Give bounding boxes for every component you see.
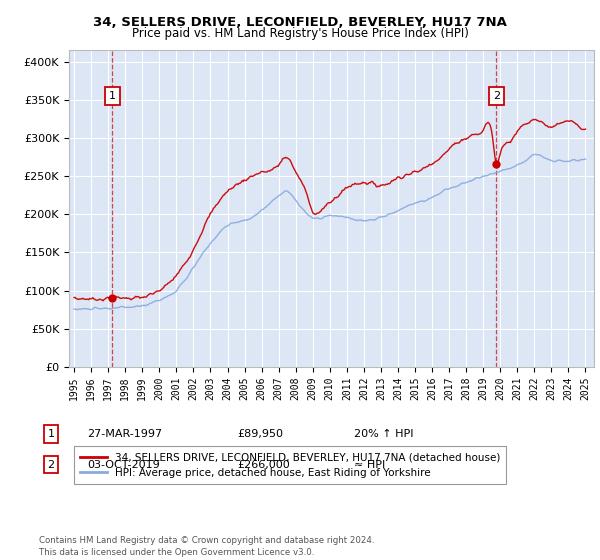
Text: 20% ↑ HPI: 20% ↑ HPI <box>354 429 413 439</box>
Text: 34, SELLERS DRIVE, LECONFIELD, BEVERLEY, HU17 7NA: 34, SELLERS DRIVE, LECONFIELD, BEVERLEY,… <box>93 16 507 29</box>
Text: ≈ HPI: ≈ HPI <box>354 460 385 470</box>
Text: 1: 1 <box>109 91 116 101</box>
Text: 27-MAR-1997: 27-MAR-1997 <box>87 429 162 439</box>
Text: 2: 2 <box>47 460 55 470</box>
Text: Price paid vs. HM Land Registry's House Price Index (HPI): Price paid vs. HM Land Registry's House … <box>131 27 469 40</box>
Text: £89,950: £89,950 <box>237 429 283 439</box>
Text: 03-OCT-2019: 03-OCT-2019 <box>87 460 160 470</box>
Legend: 34, SELLERS DRIVE, LECONFIELD, BEVERLEY, HU17 7NA (detached house), HPI: Average: 34, SELLERS DRIVE, LECONFIELD, BEVERLEY,… <box>74 446 506 484</box>
Text: Contains HM Land Registry data © Crown copyright and database right 2024.
This d: Contains HM Land Registry data © Crown c… <box>39 536 374 557</box>
Text: 2: 2 <box>493 91 500 101</box>
Text: £266,000: £266,000 <box>237 460 290 470</box>
Text: 1: 1 <box>47 429 55 439</box>
